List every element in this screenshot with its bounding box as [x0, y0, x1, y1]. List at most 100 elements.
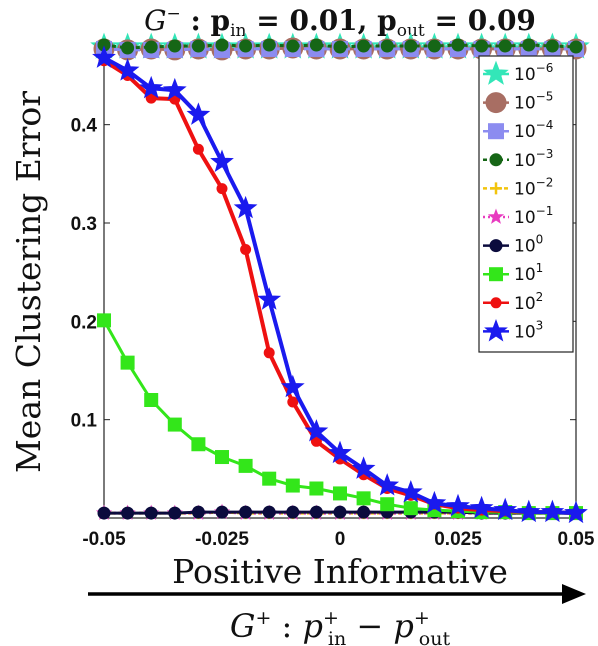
data-point — [239, 505, 253, 519]
data-point — [144, 393, 159, 407]
chart-title: G− : pin = 0.01, pout = 0.09 — [144, 4, 536, 41]
data-point — [238, 458, 253, 473]
x-tick-label: -0.05 — [82, 529, 126, 550]
direction-arrow-head — [562, 584, 586, 604]
y-tick-label: 0.2 — [71, 312, 97, 333]
x-tick-label: 0.05 — [558, 529, 595, 550]
y-tick-label: 0.3 — [71, 214, 97, 235]
data-point — [186, 102, 211, 125]
data-point — [285, 478, 300, 493]
data-point — [357, 39, 371, 53]
data-point — [215, 450, 229, 465]
data-point — [356, 491, 371, 506]
data-point — [333, 486, 347, 501]
data-point — [144, 506, 158, 520]
legend-marker — [489, 239, 503, 253]
data-point — [215, 38, 229, 52]
data-point — [262, 505, 276, 519]
axis-ticks: -0.05 -0.025 0 0.025 0.05 0.1 0.2 0.3 0.4 — [71, 46, 595, 550]
data-point — [380, 497, 395, 512]
data-point — [262, 471, 277, 486]
data-point — [545, 39, 559, 53]
data-point — [522, 38, 536, 52]
data-point — [233, 195, 258, 219]
legend-marker — [485, 92, 507, 114]
data-point — [120, 355, 135, 370]
legend-label: 10−1 — [514, 204, 553, 228]
legend-marker — [483, 60, 509, 85]
data-point — [240, 244, 252, 256]
data-point — [239, 39, 253, 53]
data-point — [216, 183, 228, 195]
legend-label: 100 — [514, 233, 543, 257]
data-point — [97, 506, 111, 520]
legend-label: 101 — [514, 261, 543, 285]
legend-label: 102 — [514, 290, 543, 314]
legend-entry: 100 — [483, 233, 543, 257]
legend-entry: 102 — [483, 290, 543, 314]
x-axis-secondary-label: G+ : p+ in − p+ out — [230, 607, 451, 646]
data-point — [309, 481, 324, 496]
legend-marker — [489, 153, 503, 167]
y-tick-label: 0.1 — [71, 411, 98, 432]
data-point — [493, 497, 518, 521]
data-point — [498, 39, 512, 53]
legend-label: 10−6 — [514, 61, 553, 85]
data-point — [257, 287, 282, 310]
data-point — [139, 75, 164, 99]
legend-label: 10−5 — [514, 90, 553, 114]
data-point — [162, 77, 187, 101]
legend-entry: 103 — [483, 318, 543, 342]
y-tick-label: 0.4 — [71, 116, 98, 137]
data-point — [263, 347, 275, 359]
series-10^-3 — [97, 38, 583, 55]
data-point — [351, 456, 376, 479]
data-point — [564, 500, 588, 524]
data-point — [540, 499, 565, 523]
data-point — [446, 493, 470, 517]
data-point — [475, 39, 489, 53]
data-point — [191, 505, 205, 519]
series-line — [103, 43, 577, 50]
data-point — [357, 505, 371, 519]
data-point — [168, 39, 182, 53]
legend-label: 10−4 — [514, 118, 553, 142]
legend: 10−6 10−5 10−4 10−3 10−2 10−1 100 101 102 103 — [478, 55, 574, 353]
data-series — [90, 32, 590, 524]
legend-entry: 10−2 — [483, 175, 553, 199]
data-point — [210, 149, 234, 173]
legend-label: 10−2 — [514, 175, 553, 199]
data-point — [121, 506, 135, 520]
data-point — [403, 501, 418, 516]
legend-marker — [489, 267, 503, 282]
y-axis-label: Mean Clustering Error — [9, 91, 48, 473]
legend-marker — [487, 208, 505, 224]
legend-marker — [490, 297, 502, 309]
data-point — [398, 479, 423, 503]
data-point — [404, 39, 418, 53]
legend-marker — [484, 318, 508, 342]
data-point — [191, 39, 205, 53]
data-point — [333, 40, 347, 54]
legend-label: 10−3 — [514, 147, 553, 171]
data-point — [280, 374, 305, 398]
data-point — [286, 505, 300, 519]
legend-entry: 101 — [483, 261, 543, 285]
data-point — [569, 40, 583, 54]
data-point — [168, 506, 182, 520]
x-tick-label: 0 — [335, 529, 346, 550]
data-point — [309, 505, 323, 519]
data-point — [309, 38, 323, 52]
data-point — [516, 499, 541, 523]
legend-entry: 10−4 — [483, 118, 553, 142]
data-point — [192, 143, 204, 155]
legend-marker — [490, 182, 502, 195]
data-point — [144, 40, 158, 54]
data-point — [427, 39, 441, 53]
data-point — [191, 437, 206, 452]
data-point — [469, 495, 494, 519]
legend-entry: 10−6 — [483, 60, 553, 85]
data-point — [92, 45, 116, 68]
legend-entry: 10−1 — [483, 204, 553, 228]
